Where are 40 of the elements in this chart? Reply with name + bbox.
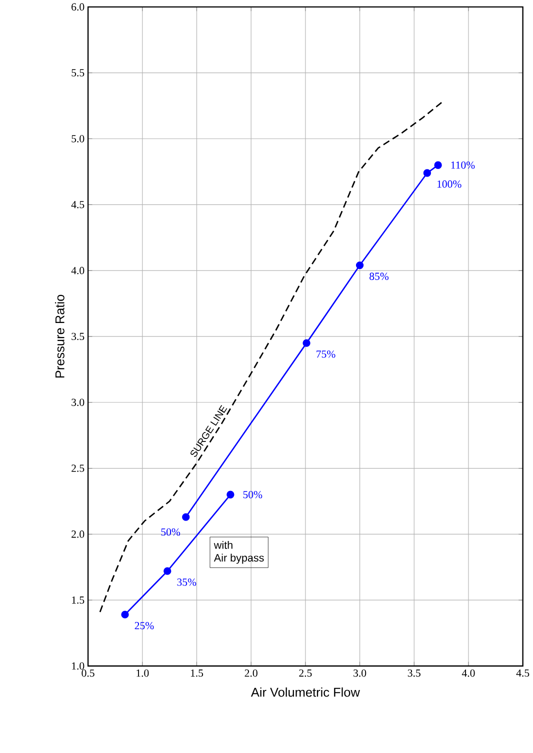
annotation: 100%: [438, 180, 462, 188]
x-tick-label: 1.5: [191, 669, 204, 677]
point: [434, 161, 442, 169]
x-tick-label: 2.0: [244, 669, 258, 677]
y-tick-label: 5.5: [72, 69, 84, 76]
annotation: 25%: [134, 622, 154, 630]
y-tick-label: 2.0: [72, 530, 84, 538]
y-tick-label: 4.0: [71, 266, 84, 274]
x-tick-label: 3.5: [408, 669, 421, 677]
x-tick-label: 4.0: [462, 669, 475, 677]
y-tick-label: 6.0: [72, 3, 84, 11]
x-tick-label: 4.5: [516, 669, 530, 677]
x-tick-label: 3.0: [354, 669, 366, 677]
y-axis-title: Pressure Ratio: [55, 294, 64, 378]
point: [226, 490, 234, 498]
annotation: 50%: [161, 528, 180, 536]
point: [356, 261, 364, 270]
y-tick-label: 1.5: [72, 596, 84, 604]
point: [423, 169, 432, 177]
annotation: Air bypass: [214, 554, 264, 564]
point: [302, 339, 310, 347]
annotation: with: [214, 540, 232, 549]
annotation: 110%: [451, 161, 475, 169]
x-tick-label: 0.5: [82, 669, 94, 677]
y-tick-label: 1.0: [72, 662, 84, 670]
annotation: 75%: [316, 350, 336, 358]
annotation: 85%: [370, 272, 389, 280]
x-tick-label: 1.0: [136, 669, 149, 677]
point: [164, 567, 172, 575]
point: [121, 610, 129, 618]
annotation: 50%: [243, 490, 262, 498]
y-tick-label: 3.5: [72, 332, 84, 340]
annotation: 35%: [177, 578, 196, 586]
y-tick-label: 4.5: [71, 201, 84, 208]
point: [182, 513, 190, 521]
y-tick-label: 3.0: [72, 398, 84, 406]
x-tick-label: 2.5: [299, 669, 312, 677]
y-tick-label: 5.0: [72, 135, 84, 142]
y-tick-label: 2.5: [72, 464, 84, 472]
x-axis-title: Air Volumetric Flow: [251, 687, 360, 697]
